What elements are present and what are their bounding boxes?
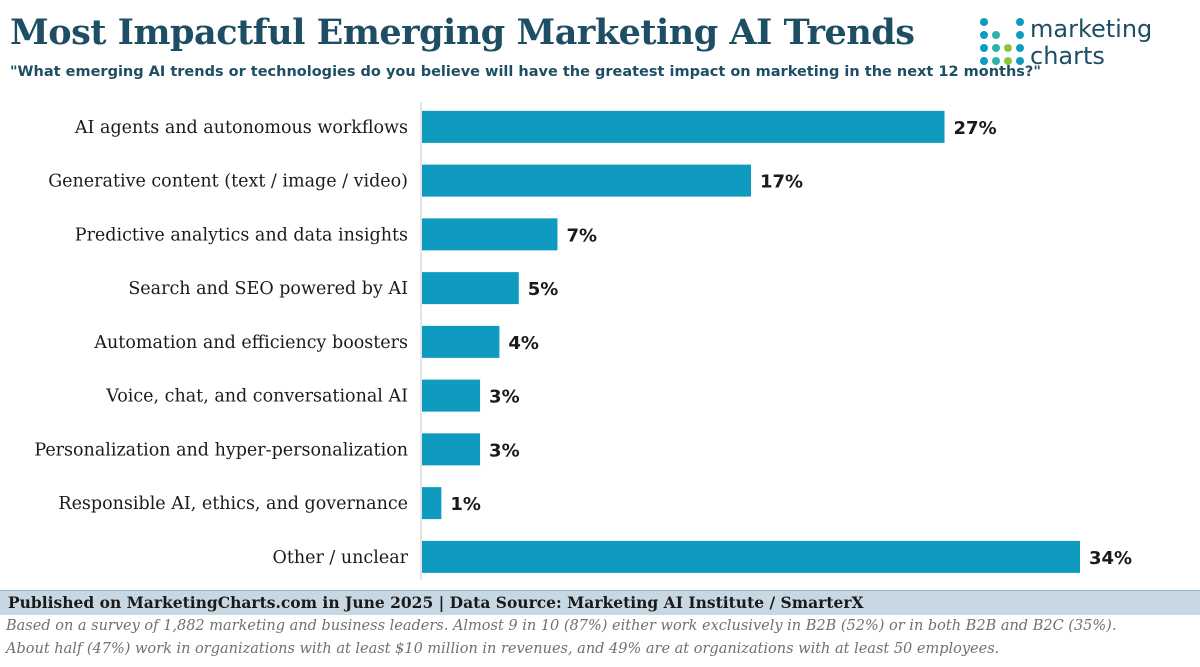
category-label: AI agents and autonomous workflows — [74, 118, 408, 138]
category-label: Generative content (text / image / video… — [48, 172, 408, 192]
category-label: Predictive analytics and data insights — [75, 225, 408, 245]
published-source: Published on MarketingCharts.com in June… — [8, 593, 864, 612]
category-label: Personalization and hyper-personalizatio… — [34, 440, 408, 460]
chart-title: Most Impactful Emerging Marketing AI Tre… — [10, 12, 915, 53]
footer-band: Published on MarketingCharts.com in June… — [0, 590, 1200, 615]
logo-dot — [992, 31, 1000, 39]
bar — [422, 379, 481, 412]
logo-dot — [1016, 44, 1024, 52]
logo-dots-icon — [980, 18, 1024, 65]
value-label: 5% — [528, 279, 559, 300]
logo-dot — [1004, 44, 1012, 52]
category-label: Automation and efficiency boosters — [93, 333, 408, 353]
bar — [422, 325, 500, 358]
logo-dot — [980, 44, 988, 52]
value-label: 3% — [489, 387, 520, 408]
logo-dot — [992, 57, 1000, 65]
logo-text-marketing: marketing — [1030, 15, 1153, 43]
value-label: 1% — [450, 494, 481, 515]
value-label: 34% — [1089, 548, 1132, 569]
logo-dot — [992, 44, 1000, 52]
category-label: Responsible AI, ethics, and governance — [58, 494, 408, 514]
bar — [422, 487, 442, 520]
survey-note-line-2: About half (47%) work in organizations w… — [6, 641, 1000, 657]
bar — [422, 110, 945, 143]
value-label: 7% — [566, 225, 597, 246]
value-label: 27% — [954, 118, 997, 139]
survey-note-line-1: Based on a survey of 1,882 marketing and… — [6, 618, 1117, 634]
marketingcharts-logo: marketing charts — [978, 14, 1193, 76]
bar — [422, 433, 481, 466]
value-label: 3% — [489, 440, 520, 461]
logo-dot — [1016, 57, 1024, 65]
category-label: Other / unclear — [273, 548, 409, 568]
logo-dot — [1004, 57, 1012, 65]
value-label: 17% — [760, 172, 803, 193]
bar — [422, 540, 1080, 573]
logo-dot — [1016, 18, 1024, 26]
bar-chart: AI agents and autonomous workflows 27% Gen… — [34, 102, 1132, 580]
category-label: Voice, chat, and conversational AI — [105, 387, 408, 407]
category-label: Search and SEO powered by AI — [128, 279, 408, 299]
bar — [422, 272, 519, 305]
logo-dot — [1016, 31, 1024, 39]
logo-dot — [980, 18, 988, 26]
bar — [422, 164, 751, 197]
logo-text-charts: charts — [1030, 42, 1105, 70]
value-label: 4% — [508, 333, 539, 354]
logo-dot — [980, 31, 988, 39]
chart-subtitle: "What emerging AI trends or technologies… — [10, 64, 1041, 80]
logo-dot — [980, 57, 988, 65]
bar — [422, 218, 558, 251]
